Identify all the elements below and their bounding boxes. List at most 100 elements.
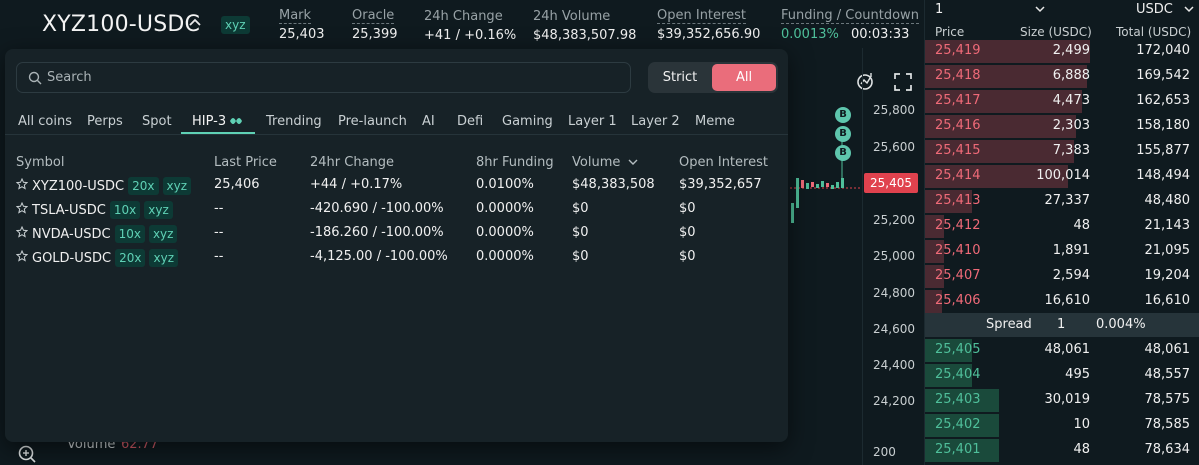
chevron-down-icon[interactable] <box>1035 6 1045 13</box>
bid-row[interactable]: 25,403 30,019 78,575 <box>925 388 1199 413</box>
ask-row[interactable]: 25,410 1,891 21,095 <box>925 239 1199 264</box>
spread-value: 1 <box>1057 317 1066 332</box>
market-row[interactable]: TSLA-USDC 10x xyz -- -420.690 / -100.00% 0… <box>5 198 788 222</box>
market-row[interactable]: NVDA-USDC 10x xyz -- -186.260 / -100.00% 0… <box>5 222 788 246</box>
stat-label: Oracle <box>352 8 395 24</box>
chevron-up-icon[interactable] <box>188 17 202 27</box>
favorite-star-icon[interactable] <box>16 178 28 190</box>
zoom-in-icon[interactable] <box>17 444 37 464</box>
bid-row[interactable]: 25,404 495 48,557 <box>925 363 1199 388</box>
chevron-down-icon[interactable] <box>1184 6 1194 13</box>
market-row[interactable]: XYZ100-USDC 20x xyz 25,406 +44 / +0.17% 0.… <box>5 174 788 198</box>
book-price: 25,404 <box>935 367 981 382</box>
tab-perps[interactable]: Perps <box>87 114 123 129</box>
buy-marker[interactable]: B <box>835 126 851 142</box>
ask-row[interactable]: 25,419 2,499 172,040 <box>925 39 1199 64</box>
ask-row[interactable]: 25,414 100,014 148,494 <box>925 164 1199 189</box>
dex-tag: xyz <box>162 177 192 195</box>
tab-gaming[interactable]: Gaming <box>502 114 553 129</box>
volume-cell: $0 <box>572 249 589 264</box>
search-box[interactable] <box>16 62 631 93</box>
unit-select[interactable]: USDC <box>1136 2 1173 17</box>
book-total: 16,610 <box>1144 293 1191 308</box>
depth-bar <box>925 389 999 412</box>
pair-title[interactable]: XYZ100-USDC <box>42 12 201 37</box>
ask-row[interactable]: 25,412 48 21,143 <box>925 214 1199 239</box>
depth-bar <box>925 339 972 362</box>
book-total: 148,494 <box>1136 168 1190 183</box>
book-total: 78,585 <box>1144 417 1191 432</box>
ask-row[interactable]: 25,418 6,888 169,542 <box>925 64 1199 89</box>
toggle-strict[interactable]: Strict <box>662 70 698 85</box>
last-price-cell: 25,406 <box>214 177 260 192</box>
tick-size-select[interactable]: 1 <box>935 2 944 17</box>
ask-row[interactable]: 25,417 4,473 162,653 <box>925 89 1199 114</box>
tab-layer-2[interactable]: Layer 2 <box>631 114 680 129</box>
dex-tag: xyz <box>149 249 178 267</box>
col-header-last-price[interactable]: Last Price <box>214 155 277 170</box>
open-interest-cell: $0 <box>679 225 696 240</box>
tab-ai[interactable]: AI <box>422 114 435 129</box>
change-cell: -186.260 / -100.00% <box>310 225 444 240</box>
search-icon <box>28 71 42 85</box>
col-header-open-interest[interactable]: Open Interest <box>679 155 768 170</box>
col-header-symbol[interactable]: Symbol <box>16 155 65 170</box>
bid-row[interactable]: 25,401 48 78,634 <box>925 438 1199 463</box>
tab-defi[interactable]: Defi <box>457 114 484 129</box>
book-price: 25,418 <box>935 68 981 83</box>
tab-layer-1[interactable]: Layer 1 <box>568 114 617 129</box>
book-total: 21,143 <box>1144 218 1191 233</box>
stat-open-interest: Open Interest $39,352,656.90 <box>657 8 760 43</box>
book-size: 48 <box>1073 218 1090 233</box>
ask-row[interactable]: 25,406 16,610 16,610 <box>925 289 1199 314</box>
fullscreen-icon[interactable] <box>893 72 913 92</box>
candles <box>790 133 862 223</box>
buy-marker[interactable]: B <box>835 107 851 123</box>
tab-pre-launch[interactable]: Pre-launch <box>338 114 407 129</box>
stat-value: $48,383,507.98 <box>533 28 637 43</box>
book-size: 27,337 <box>1044 193 1091 208</box>
tab-hip-3[interactable]: HIP-3 <box>192 114 243 129</box>
symbol-name: GOLD-USDC <box>32 251 112 266</box>
col-header-volume[interactable]: Volume <box>572 155 638 170</box>
ask-row[interactable]: 25,413 27,337 48,480 <box>925 189 1199 214</box>
current-price-label: 25,405 <box>864 173 918 193</box>
funding-cell: 0.0000% <box>476 249 534 264</box>
col-header-24hr-change[interactable]: 24hr Change <box>310 155 395 170</box>
tab-trending[interactable]: Trending <box>266 114 322 129</box>
leverage-badge: 20x <box>128 177 159 195</box>
depth-bar <box>925 165 1068 188</box>
ask-row[interactable]: 25,407 2,594 19,204 <box>925 264 1199 289</box>
favorite-star-icon[interactable] <box>16 226 28 238</box>
buy-marker[interactable]: B <box>835 145 851 161</box>
axis-tick-label: 25,800 <box>873 103 915 117</box>
stat-24h-change: 24h Change +41 / +0.16% <box>424 8 516 44</box>
tab-meme[interactable]: Meme <box>695 114 735 129</box>
market-row[interactable]: GOLD-USDC 20x xyz -- -4,125.00 / -100.00% … <box>5 246 788 270</box>
ask-row[interactable]: 25,416 2,303 158,180 <box>925 114 1199 139</box>
tab-all-coins[interactable]: All coins <box>18 114 72 129</box>
tab-spot[interactable]: Spot <box>142 114 172 129</box>
depth-bar <box>925 290 942 313</box>
depth-bar <box>925 115 1076 138</box>
book-price: 25,406 <box>935 293 981 308</box>
stat-label: Open Interest <box>657 8 746 24</box>
favorite-star-icon[interactable] <box>16 202 28 214</box>
stat-value: $39,352,656.90 <box>657 27 761 42</box>
stat-value-row: 0.0013% 00:03:33 <box>781 26 919 43</box>
favorite-star-icon[interactable] <box>16 250 28 262</box>
last-price-cell: -- <box>214 201 224 216</box>
funding-rate: 0.0013% <box>781 27 839 42</box>
bid-row[interactable]: 25,402 10 78,585 <box>925 413 1199 438</box>
bid-row[interactable]: 25,405 48,061 48,061 <box>925 338 1199 363</box>
toggle-all[interactable]: All <box>712 64 776 91</box>
search-input[interactable] <box>47 63 617 92</box>
symbol-name: NVDA-USDC <box>32 227 111 242</box>
col-header-8hr-funding[interactable]: 8hr Funding <box>476 155 554 170</box>
book-price: 25,401 <box>935 442 981 457</box>
symbol-cell: TSLA-USDC 10x xyz <box>32 201 173 219</box>
pair-dex-tag: xyz <box>221 16 250 34</box>
ask-row[interactable]: 25,415 7,383 155,877 <box>925 139 1199 164</box>
book-total: 78,634 <box>1144 442 1191 457</box>
price-axis: 25,800 25,600 25,200 25,000 24,800 24,60… <box>862 48 922 465</box>
